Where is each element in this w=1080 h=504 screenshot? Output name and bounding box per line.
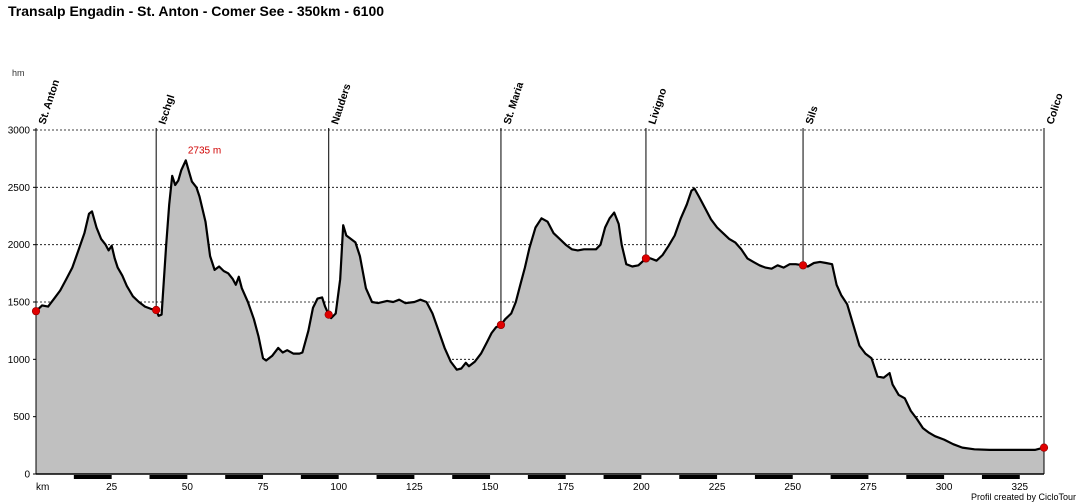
scale-segment-10 [830, 475, 869, 479]
x-tick-label-300: 300 [936, 482, 953, 493]
scale-segment-0 [73, 475, 112, 479]
waypoint-marker-nauders [324, 310, 333, 319]
scale-segment-5 [452, 475, 491, 479]
scale-segment-4 [376, 475, 415, 479]
waypoint-label-nauders: Nauders [329, 82, 353, 126]
waypoint-marker-st-anton [31, 307, 41, 316]
y-unit-label: hm [12, 68, 25, 78]
waypoint-label-st-anton: St. Anton [36, 78, 62, 126]
x-tick-label-325: 325 [1011, 482, 1028, 493]
x-tick-label-225: 225 [709, 482, 726, 493]
waypoint-label-ischgl: Ischgl [157, 93, 178, 126]
waypoint-label-livigno: Livigno [646, 87, 669, 126]
x-unit-label: km [36, 482, 49, 493]
x-tick-label-50: 50 [182, 482, 194, 493]
profile-area-group [35, 159, 1045, 474]
waypoint-label-sils: Sils [803, 104, 820, 126]
waypoint-marker-sils [798, 261, 808, 270]
scale-segment-2 [225, 475, 264, 479]
scale-segment-7 [603, 475, 642, 479]
waypoint-labels: St. Anton Ischgl Nauders St. Maria Livigno Si… [36, 78, 1065, 126]
y-tick-label-3000: 3000 [8, 126, 31, 137]
x-tick-label-250: 250 [784, 482, 801, 493]
axes: 0 500 1000 1500 2000 2500 3000 25 50 75 100 125 150 1… [8, 126, 1045, 493]
y-tick-label-500: 500 [13, 412, 30, 423]
scale-segment-1 [149, 475, 188, 479]
waypoint-label-st-maria: St. Maria [501, 80, 526, 125]
scale-segment-3 [300, 475, 339, 479]
waypoint-marker-colico [1039, 443, 1049, 452]
x-tick-label-75: 75 [257, 482, 269, 493]
y-tick-label-0: 0 [24, 470, 30, 481]
x-tick-label-200: 200 [633, 482, 650, 493]
x-tick-label-25: 25 [106, 482, 118, 493]
y-tick-label-2000: 2000 [8, 240, 31, 251]
waypoint-marker-livigno [641, 254, 651, 263]
y-tick-label-2500: 2500 [8, 183, 31, 194]
profile-line [35, 159, 1045, 451]
profile-fill [36, 160, 1044, 474]
x-tick-label-175: 175 [557, 482, 574, 493]
scale-segment-11 [906, 475, 945, 479]
y-tick-label-1000: 1000 [8, 355, 31, 366]
waypoint-marker-ischgl [152, 305, 161, 315]
waypoint-marker-st-maria [496, 320, 506, 330]
scale-segment-9 [754, 475, 793, 479]
y-tick-label-1500: 1500 [8, 298, 31, 309]
x-tick-label-100: 100 [330, 482, 347, 493]
scale-segment-12 [981, 475, 1020, 479]
peak-annotation: 2735 m [188, 145, 221, 156]
credit-text: Profil created by CicloTour [971, 492, 1076, 502]
chart-title: Transalp Engadin - St. Anton - Comer See… [8, 3, 385, 19]
x-tick-label-275: 275 [860, 482, 877, 493]
scale-segment-8 [679, 475, 718, 479]
waypoint-markers [31, 254, 1049, 452]
x-tick-label-125: 125 [406, 482, 423, 493]
x-tick-label-150: 150 [482, 482, 499, 493]
waypoint-label-colico: Colico [1044, 92, 1065, 126]
scale-segment-6 [527, 475, 566, 479]
